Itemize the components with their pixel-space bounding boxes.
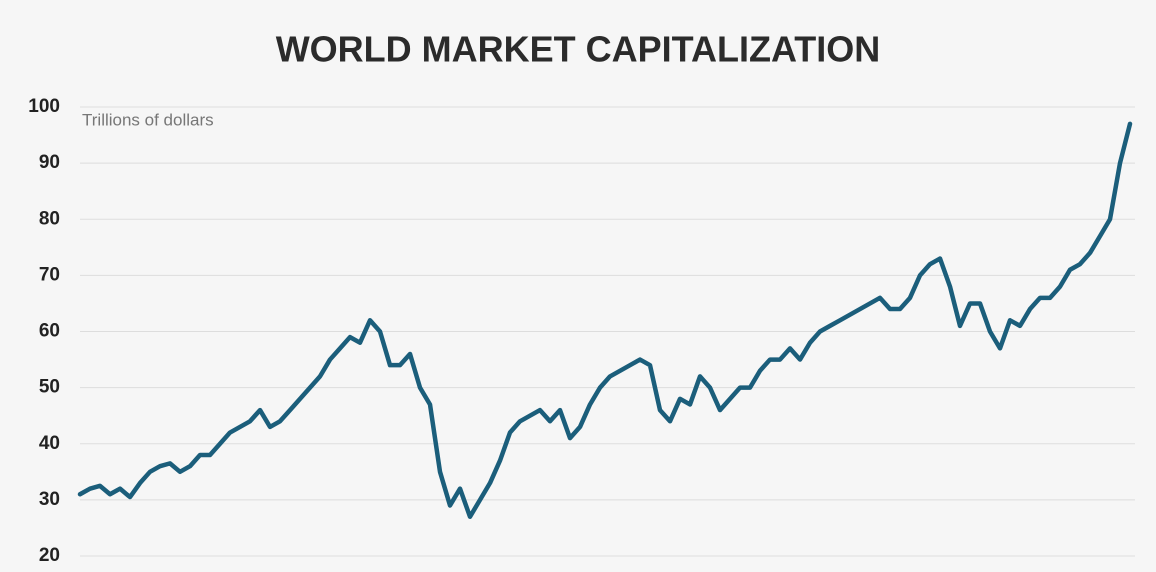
y-tick-label: 30 [39,489,60,510]
y-tick-label: 70 [39,264,60,285]
y-tick-label: 100 [28,96,60,117]
y-tick-label: 60 [39,321,60,342]
chart-subtitle: Trillions of dollars [82,110,214,129]
y-tick-label: 50 [39,377,60,398]
y-tick-label: 80 [39,208,60,229]
y-tick-label: 90 [39,152,60,173]
chart-title: WORLD MARKET CAPITALIZATION [276,29,881,70]
y-tick-label: 40 [39,433,60,454]
y-tick-label: 20 [39,545,60,566]
data-line [77,121,1133,519]
